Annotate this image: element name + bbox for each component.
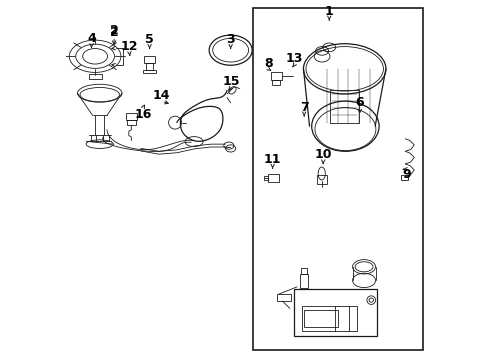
Text: 3: 3 bbox=[226, 33, 235, 46]
Bar bbox=[265, 176, 268, 180]
Bar bbox=[277, 294, 291, 301]
Text: 1: 1 bbox=[325, 5, 334, 18]
Bar bbox=[127, 120, 136, 126]
Text: 12: 12 bbox=[121, 40, 138, 53]
Bar bbox=[268, 174, 279, 182]
Text: 2: 2 bbox=[110, 24, 119, 37]
Text: 11: 11 bbox=[264, 153, 281, 166]
Text: 8: 8 bbox=[264, 57, 272, 69]
Text: 14: 14 bbox=[153, 89, 171, 102]
Text: 4: 4 bbox=[87, 32, 96, 45]
Bar bbox=[272, 80, 280, 85]
Text: 15: 15 bbox=[222, 75, 240, 87]
Bar bbox=[300, 274, 309, 288]
Text: 13: 13 bbox=[286, 52, 303, 65]
Text: 10: 10 bbox=[315, 148, 332, 161]
Text: 7: 7 bbox=[300, 101, 309, 114]
Bar bbox=[304, 310, 338, 327]
Bar bbox=[317, 175, 327, 184]
Bar bbox=[401, 175, 408, 180]
Bar bbox=[253, 8, 422, 350]
Text: 9: 9 bbox=[402, 168, 411, 181]
Bar bbox=[271, 72, 282, 80]
Bar bbox=[294, 289, 377, 336]
Text: 5: 5 bbox=[145, 33, 154, 46]
Bar bbox=[302, 306, 357, 330]
Bar bbox=[330, 90, 359, 123]
Text: 2: 2 bbox=[110, 27, 119, 40]
Bar bbox=[126, 113, 137, 120]
Bar bbox=[146, 63, 153, 70]
Text: 6: 6 bbox=[355, 96, 364, 109]
Bar bbox=[144, 56, 155, 63]
Bar bbox=[143, 69, 156, 73]
Text: 16: 16 bbox=[134, 108, 151, 121]
Bar bbox=[301, 267, 307, 274]
